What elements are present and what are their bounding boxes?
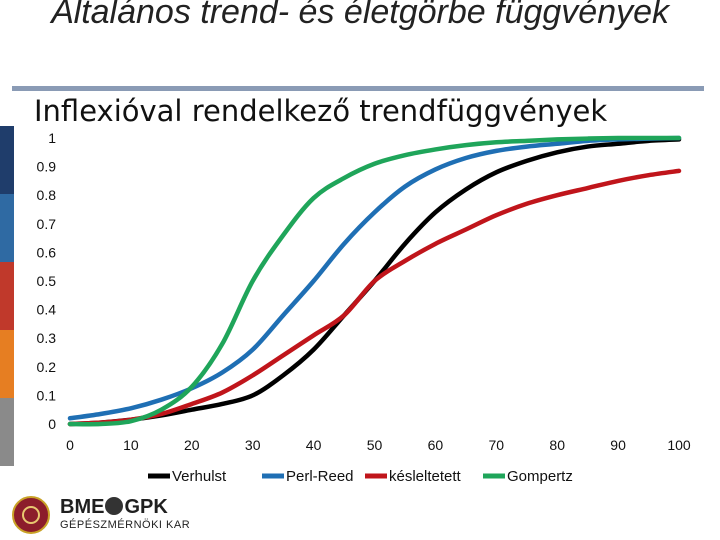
x-tick-label: 20	[184, 437, 200, 453]
legend-label: késleltetett	[389, 468, 462, 485]
x-tick-label: 0	[66, 437, 74, 453]
logo-sub-text: GÉPÉSZMÉRNÖKI KAR	[60, 519, 191, 531]
y-tick-label: 0.6	[37, 244, 57, 260]
sidebar-strip-1	[0, 126, 14, 194]
series-line-k-sleltetett	[67, 168, 682, 427]
x-tick-label: 70	[489, 437, 505, 453]
y-tick-label: 0.9	[37, 159, 57, 175]
y-tick-label: 0.5	[37, 273, 57, 289]
slide-title: Általános trend- és életgörbe függvények	[50, 0, 670, 31]
sidebar-strip-4	[0, 330, 14, 398]
sidebar-strip-2	[0, 194, 14, 262]
x-tick-label: 100	[667, 437, 691, 453]
legend-label: Gompertz	[507, 468, 573, 485]
x-tick-label: 10	[123, 437, 139, 453]
y-tick-label: 0.3	[37, 330, 57, 346]
y-tick-label: 0.7	[37, 216, 57, 232]
university-seal-icon	[12, 496, 50, 534]
y-tick-label: 1	[48, 130, 56, 146]
y-tick-label: 0.1	[37, 387, 57, 403]
y-tick-label: 0.8	[37, 187, 57, 203]
logo-main-text: BME GPK	[60, 496, 168, 518]
y-tick-label: 0.2	[37, 359, 57, 375]
slide-subtitle: Inflexióval rendelkező trendfüggvények	[34, 94, 608, 128]
x-tick-label: 80	[549, 437, 565, 453]
x-tick-label: 50	[367, 437, 383, 453]
legend-label: Verhulst	[172, 468, 227, 485]
x-tick-label: 90	[610, 437, 626, 453]
bme-gpk-logo: BME GPK GÉPÉSZMÉRNÖKI KAR	[8, 494, 208, 538]
y-tick-label: 0	[48, 416, 56, 432]
legend-label: Perl-Reed	[286, 468, 354, 485]
sidebar-color-strip	[0, 126, 14, 466]
x-tick-label: 40	[306, 437, 322, 453]
cog-icon	[105, 497, 124, 515]
series-line-gompertz	[67, 135, 682, 427]
sidebar-strip-5	[0, 398, 14, 466]
x-tick-label: 60	[428, 437, 444, 453]
y-tick-label: 0.4	[37, 302, 57, 318]
series-line-perl-reed	[67, 135, 682, 421]
sidebar-strip-3	[0, 262, 14, 330]
x-tick-label: 30	[245, 437, 261, 453]
title-divider	[12, 86, 704, 91]
